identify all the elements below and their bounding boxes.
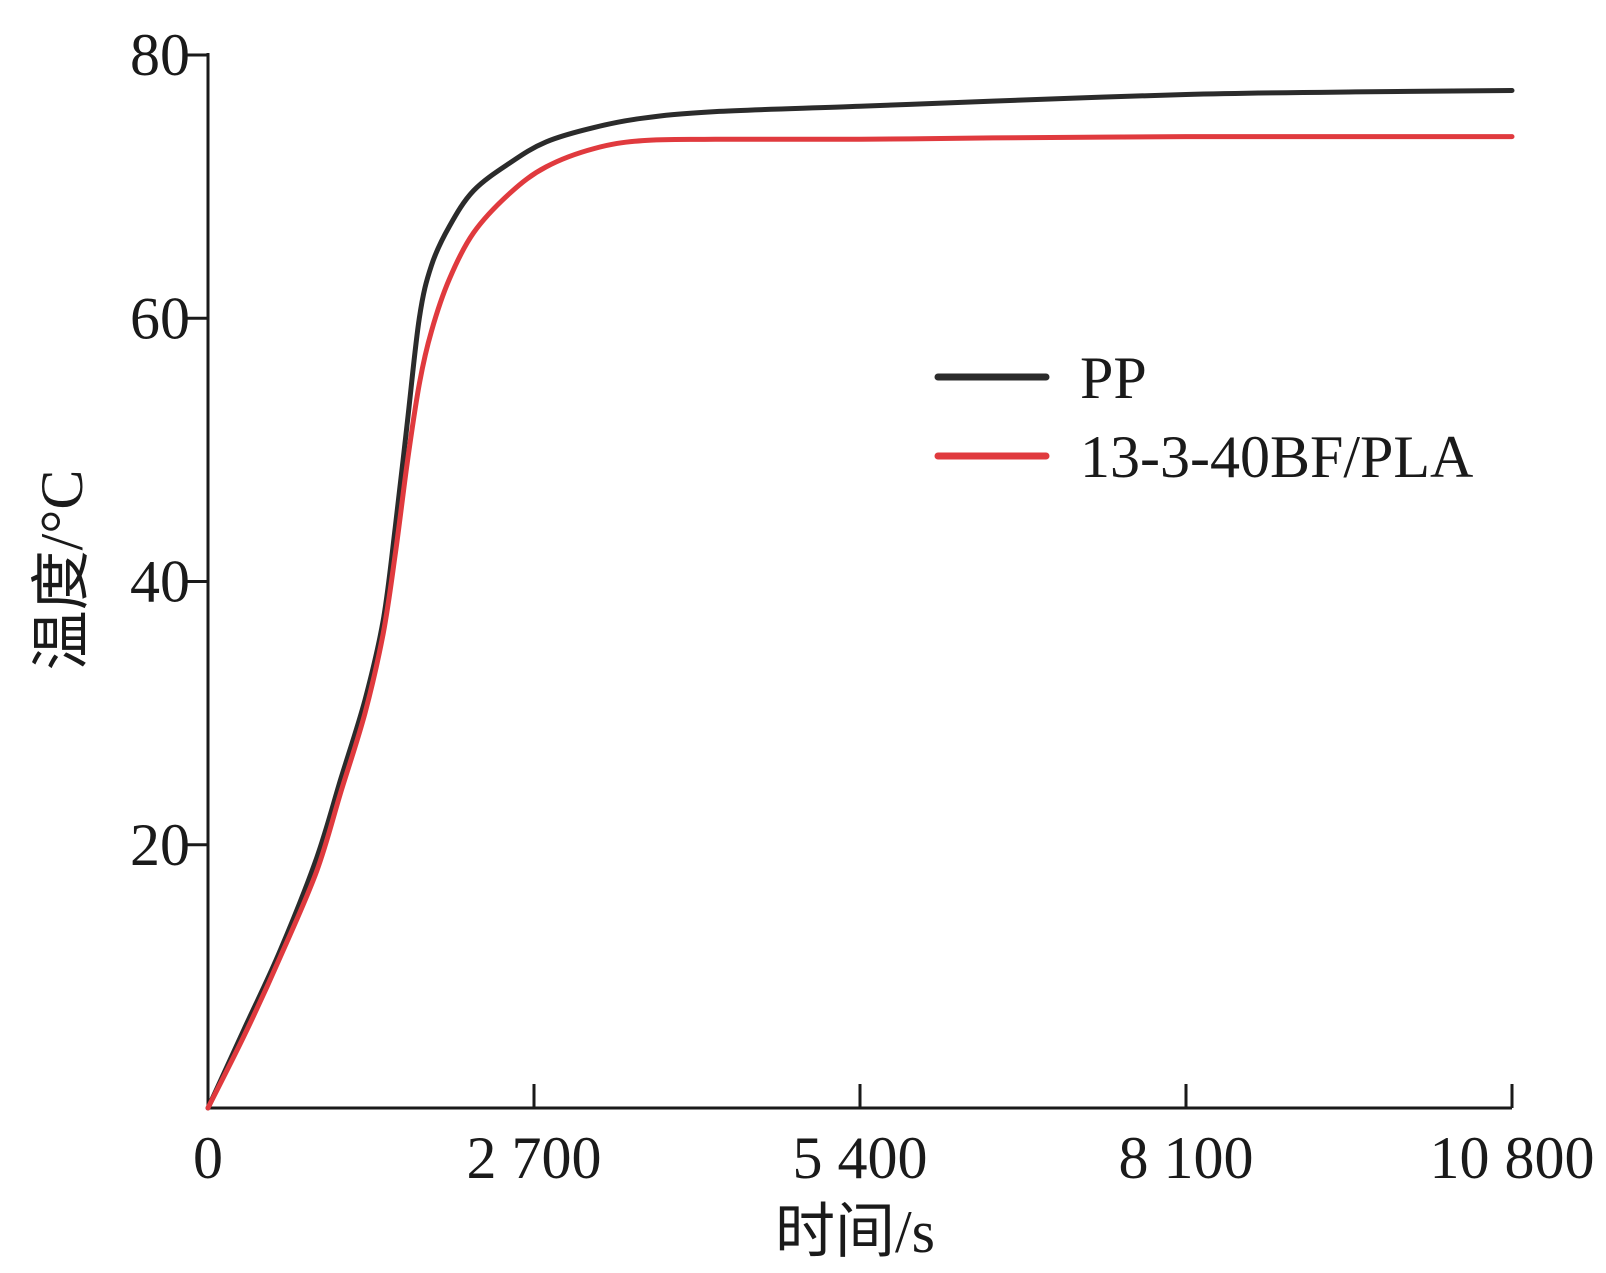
legend-label: 13-3-40BF/PLA — [1080, 424, 1473, 490]
y-axis-title: 温度/°C — [29, 470, 95, 671]
series-line-bf-pla — [205, 134, 1515, 1111]
x-tick-label: 10 800 — [1430, 1125, 1595, 1191]
y-tick-label: 20 — [130, 812, 190, 878]
y-tick-label: 40 — [130, 549, 190, 615]
legend-label: PP — [1080, 345, 1147, 411]
x-axis-title: 时间/s — [775, 1199, 935, 1265]
legend: PP 13-3-40BF/PLA — [934, 345, 1473, 490]
axes — [206, 53, 1512, 1110]
x-tick-label: 2 700 — [467, 1125, 602, 1191]
y-tick-label: 80 — [130, 22, 190, 88]
series-lines — [205, 88, 1515, 1111]
ticks: 0 2 700 5 400 8 100 10 800 20 40 60 80 — [130, 22, 1595, 1191]
series-line-pp — [205, 88, 1515, 1111]
y-tick-label: 60 — [130, 285, 190, 351]
x-tick-label: 8 100 — [1119, 1125, 1254, 1191]
x-tick-label: 0 — [193, 1125, 223, 1191]
x-tick-label: 5 400 — [793, 1125, 928, 1191]
